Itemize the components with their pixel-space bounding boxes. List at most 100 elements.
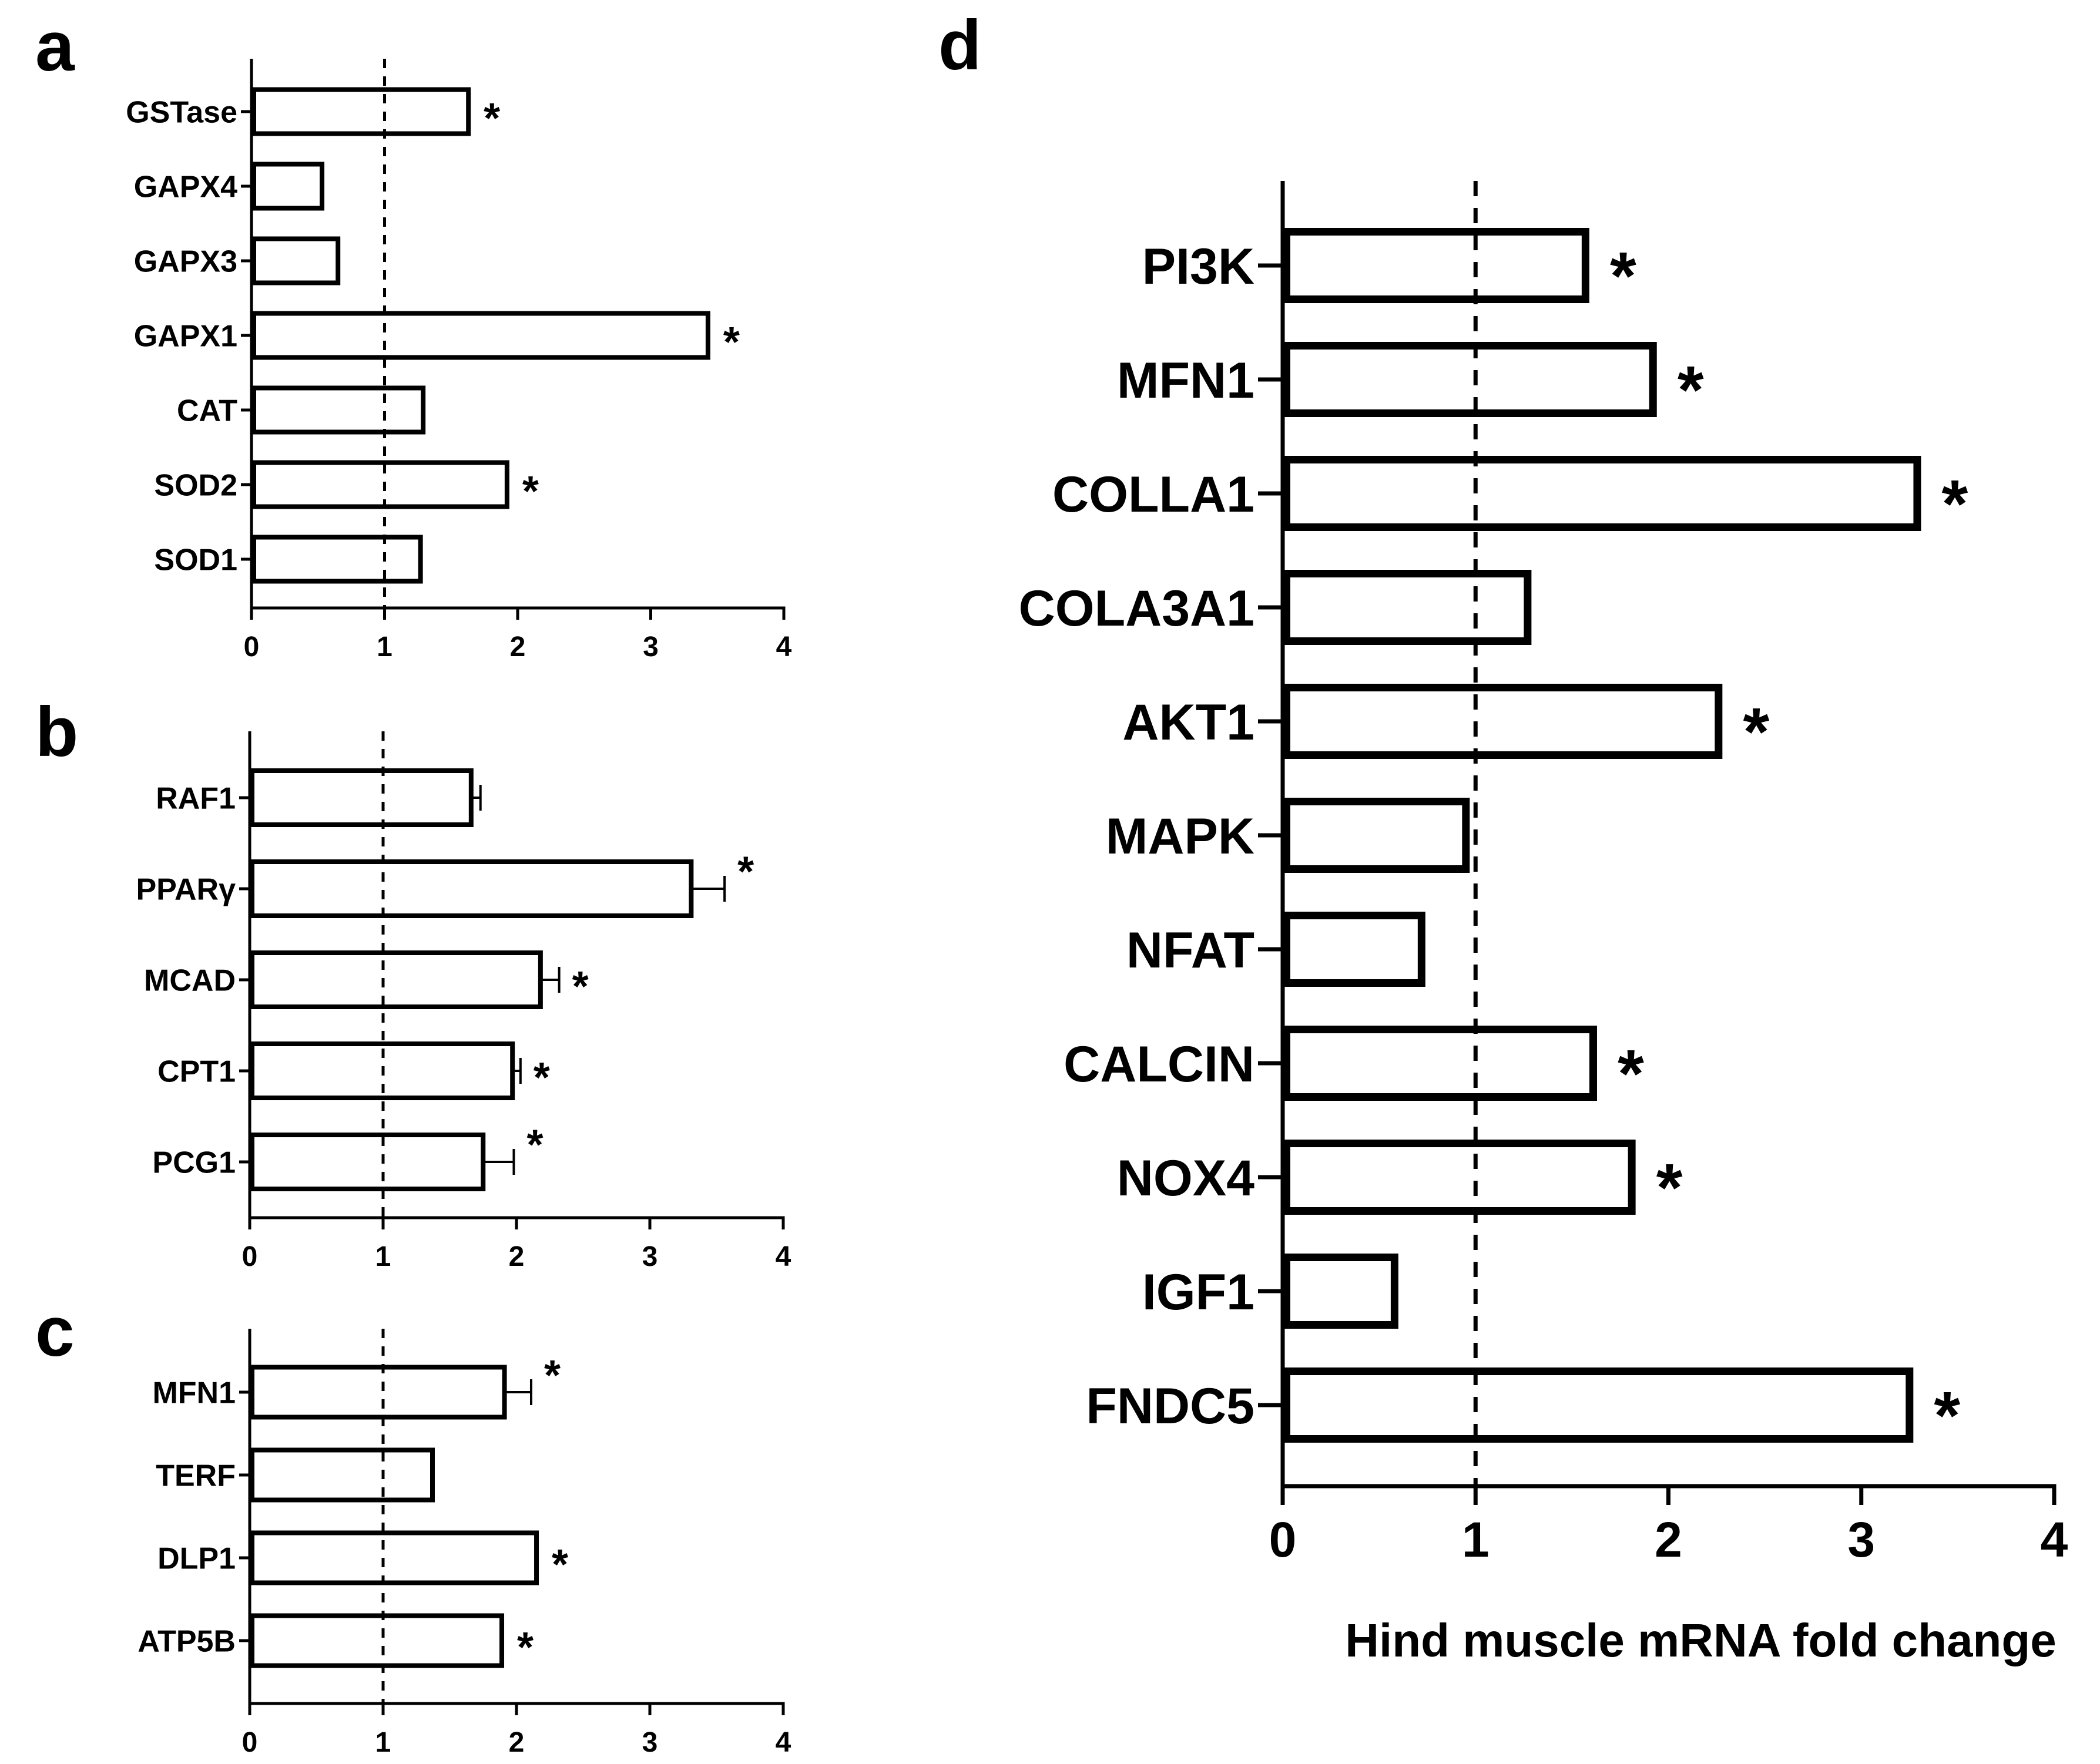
bar-mfn1	[1283, 342, 1657, 417]
significance-star-ppar: *	[737, 848, 754, 895]
x-tick-label: 3	[642, 1241, 658, 1272]
significance-star-dlp1: *	[552, 1541, 568, 1588]
significance-star-calcin: *	[1618, 1037, 1644, 1112]
category-label-gapx3: GAPX3	[134, 245, 237, 279]
x-tick-label: 2	[510, 631, 526, 663]
bar-ppar	[250, 859, 694, 918]
category-label-mfn1: MFN1	[1117, 352, 1254, 409]
category-label-atp5b: ATP5B	[137, 1625, 236, 1659]
x-tick-label: 1	[377, 631, 393, 663]
x-tick-label: 0	[1269, 1512, 1297, 1567]
category-label-calcin: CALCIN	[1064, 1036, 1254, 1093]
significance-star-mcad: *	[572, 963, 589, 1010]
x-tick-label: 2	[509, 1727, 525, 1758]
bar-terf	[250, 1447, 435, 1503]
x-tick-label: 1	[1462, 1512, 1490, 1567]
bar-sod1	[251, 535, 423, 584]
category-label-cola3a1: COLA3A1	[1019, 580, 1254, 637]
bar-sod2	[251, 460, 509, 509]
category-label-pi3k: PI3K	[1142, 238, 1254, 295]
significance-star-mfn1: *	[1678, 353, 1704, 428]
category-label-gapx4: GAPX4	[134, 170, 237, 204]
x-tick-label: 2	[509, 1241, 525, 1272]
x-tick-label: 4	[776, 1727, 791, 1758]
category-label-cpt1: CPT1	[157, 1055, 236, 1089]
significance-star-gapx1: *	[723, 319, 740, 366]
significance-star-gstase: *	[484, 95, 500, 142]
bar-pcg1	[250, 1133, 486, 1191]
x-tick-label: 1	[375, 1727, 391, 1758]
category-label-akt1: AKT1	[1122, 694, 1254, 751]
x-tick-label: 3	[1847, 1512, 1875, 1567]
bar-igf1	[1283, 1254, 1398, 1329]
significance-star-cpt1: *	[534, 1054, 550, 1101]
category-label-sod2: SOD2	[154, 469, 237, 503]
x-tick-label: 0	[242, 1241, 258, 1272]
category-label-colla1: COLLA1	[1052, 466, 1254, 523]
category-label-gstase: GSTase	[126, 96, 237, 130]
category-label-cat: CAT	[177, 394, 237, 428]
category-label-mapk: MAPK	[1106, 808, 1254, 865]
category-label-ppar: PPARγ	[136, 873, 236, 907]
bar-akt1	[1283, 684, 1723, 759]
category-label-mfn1: MFN1	[152, 1376, 236, 1410]
x-axis-title: Hind muscle mRNA fold change	[1345, 1614, 2057, 1666]
panel-c: c 0 1 2 3 4 MFN1 * TERF DLP1 * ATP5B *	[35, 1292, 791, 1758]
significance-star-pi3k: *	[1610, 239, 1636, 314]
significance-star-sod2: *	[522, 468, 539, 515]
bar-nox4	[1283, 1140, 1636, 1215]
category-label-nfat: NFAT	[1126, 922, 1254, 979]
category-label-sod1: SOD1	[154, 543, 237, 577]
significance-star-akt1: *	[1743, 695, 1769, 770]
category-label-fndc5: FNDC5	[1086, 1378, 1254, 1434]
x-tick-label: 0	[242, 1727, 258, 1758]
bar-raf1	[250, 768, 474, 827]
significance-star-fndc5: *	[1934, 1379, 1960, 1454]
bar-mapk	[1283, 798, 1470, 873]
panel-label: d	[938, 6, 981, 85]
category-label-igf1: IGF1	[1142, 1264, 1254, 1321]
significance-star-atp5b: *	[517, 1624, 534, 1671]
bar-gapx3	[251, 236, 341, 285]
significance-star-nox4: *	[1656, 1151, 1683, 1226]
significance-star-mfn1: *	[544, 1352, 561, 1399]
category-label-gapx1: GAPX1	[134, 320, 237, 354]
significance-star-pcg1: *	[526, 1121, 543, 1168]
category-label-terf: TERF	[156, 1459, 236, 1493]
bar-gapx4	[251, 162, 325, 211]
panel-label: a	[35, 7, 75, 86]
panel-d: d 0 1 2 3 4 Hind muscle mRNA fold change PI3K * M…	[938, 6, 2068, 1666]
bar-gapx1	[251, 311, 710, 360]
bar-mcad	[250, 950, 543, 1009]
bar-pi3k	[1283, 228, 1589, 303]
category-label-nox4: NOX4	[1117, 1150, 1254, 1207]
bar-nfat	[1283, 912, 1425, 987]
x-tick-label: 3	[642, 1727, 658, 1758]
bar-mfn1	[250, 1365, 507, 1420]
bar-gstase	[251, 87, 471, 136]
bar-colla1	[1283, 456, 1921, 531]
x-tick-label: 4	[2041, 1512, 2068, 1567]
x-tick-label: 1	[375, 1241, 391, 1272]
category-label-raf1: RAF1	[156, 782, 236, 816]
category-label-dlp1: DLP1	[157, 1542, 236, 1576]
x-tick-label: 2	[1655, 1512, 1682, 1567]
panel-label: c	[35, 1292, 75, 1371]
bar-cat	[251, 385, 426, 435]
category-label-pcg1: PCG1	[152, 1146, 236, 1180]
bar-dlp1	[250, 1530, 539, 1585]
bar-calcin	[1283, 1026, 1597, 1101]
x-tick-label: 4	[776, 631, 792, 663]
x-tick-label: 3	[643, 631, 659, 663]
bar-atp5b	[250, 1613, 505, 1668]
x-tick-label: 4	[776, 1241, 791, 1272]
panel-label: b	[35, 693, 78, 771]
significance-star-colla1: *	[1942, 467, 1968, 542]
bar-cola3a1	[1283, 570, 1532, 645]
panel-b: b 0 1 2 3 4 RAF1 PPARγ * MCAD * CPT1 * PCG1 *	[35, 693, 791, 1272]
x-tick-label: 0	[244, 631, 260, 663]
category-label-mcad: MCAD	[144, 964, 236, 998]
panel-a: a 0 1 2 3 4 GSTase * GAPX4 GAPX3 GAPX1 * CAT SOD2 * SOD…	[35, 7, 792, 663]
bar-fndc5	[1283, 1367, 1914, 1443]
